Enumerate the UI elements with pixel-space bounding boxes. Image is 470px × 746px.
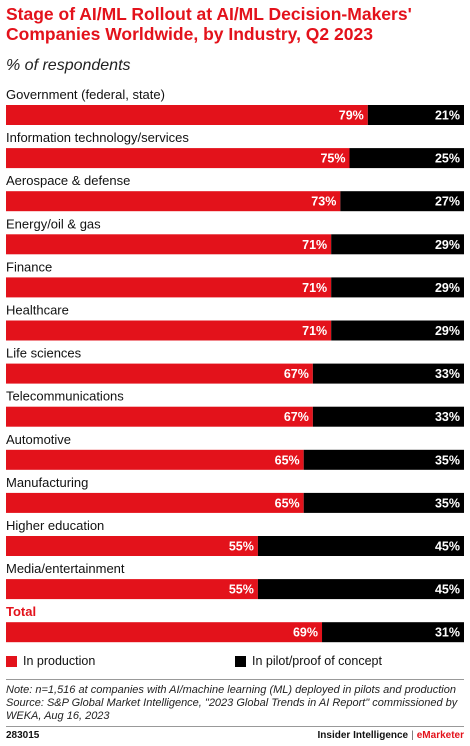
value-label-in-pilot-proof-of-concept-aerospace-defense: 27% — [435, 195, 460, 209]
bar-in-production-aerospace-defense — [6, 191, 341, 212]
category-label-life-sciences: Life sciences — [6, 346, 82, 361]
value-label-in-pilot-proof-of-concept-information-technology-services: 25% — [435, 152, 460, 166]
bar-in-production-manufacturing — [6, 492, 304, 513]
value-label-in-production-government-federal-state: 79% — [339, 109, 364, 123]
value-label-in-pilot-proof-of-concept-telecommunications: 33% — [435, 410, 460, 424]
category-label-telecommunications: Telecommunications — [6, 389, 124, 404]
brand-separator: | — [411, 730, 414, 741]
category-label-healthcare: Healthcare — [6, 303, 69, 318]
value-label-in-production-automotive: 65% — [275, 453, 300, 467]
note-text: Note: n=1,516 at companies with AI/machi… — [6, 684, 456, 696]
value-label-in-production-finance: 71% — [302, 281, 327, 295]
value-label-in-production-healthcare: 71% — [302, 324, 327, 338]
bar-in-production-automotive — [6, 449, 304, 470]
chart-title: Stage of AI/ML Rollout at AI/ML Decision… — [6, 4, 412, 44]
category-label-energy-oil-gas: Energy/oil & gas — [6, 216, 101, 231]
footer-divider-bottom — [6, 726, 464, 727]
category-label-aerospace-defense: Aerospace & defense — [6, 173, 130, 188]
bar-in-pilot-proof-of-concept-aerospace-defense — [340, 191, 464, 212]
value-label-in-production-higher-education: 55% — [229, 540, 254, 554]
category-label-government-federal-state: Government (federal, state) — [6, 87, 165, 102]
legend-label-in-production: In production — [23, 654, 96, 668]
value-label-in-production-aerospace-defense: 73% — [311, 195, 336, 209]
bar-in-production-information-technology-services — [6, 148, 350, 169]
bar-in-production-media-entertainment — [6, 579, 258, 600]
category-label-finance: Finance — [6, 259, 52, 274]
brand: Insider Intelligence | eMarketer — [318, 730, 464, 741]
bar-in-pilot-proof-of-concept-healthcare — [331, 320, 464, 341]
bar-in-production-total — [6, 622, 323, 643]
footnote: Note: n=1,516 at companies with AI/machi… — [6, 684, 466, 723]
category-label-media-entertainment: Media/entertainment — [6, 561, 125, 576]
value-label-in-pilot-proof-of-concept-higher-education: 45% — [435, 540, 460, 554]
footer-divider — [6, 679, 464, 680]
value-label-in-production-telecommunications: 67% — [284, 410, 309, 424]
category-label-manufacturing: Manufacturing — [6, 475, 88, 490]
value-label-in-pilot-proof-of-concept-manufacturing: 35% — [435, 496, 460, 510]
value-label-in-pilot-proof-of-concept-media-entertainment: 45% — [435, 583, 460, 597]
value-label-in-production-information-technology-services: 75% — [320, 152, 345, 166]
source-text: Source: S&P Global Market Intelligence, … — [6, 697, 458, 722]
bar-in-production-higher-education — [6, 536, 258, 556]
bar-in-production-life-sciences — [6, 363, 313, 384]
legend-label-in-pilot: In pilot/proof of concept — [252, 654, 382, 668]
value-label-in-production-manufacturing: 65% — [275, 496, 300, 510]
brand-emarketer: eMarketer — [416, 730, 464, 741]
bar-in-production-finance — [6, 277, 332, 298]
category-label-automotive: Automotive — [6, 432, 71, 447]
value-label-in-pilot-proof-of-concept-healthcare: 29% — [435, 324, 460, 338]
bar-in-pilot-proof-of-concept-finance — [331, 277, 464, 298]
bar-in-pilot-proof-of-concept-manufacturing — [303, 492, 464, 513]
chart-subtitle: % of respondents — [6, 57, 131, 74]
bar-in-pilot-proof-of-concept-information-technology-services — [349, 148, 464, 169]
value-label-in-pilot-proof-of-concept-finance: 29% — [435, 281, 460, 295]
bar-in-production-healthcare — [6, 320, 332, 341]
bar-in-pilot-proof-of-concept-higher-education — [257, 536, 464, 556]
bar-in-production-energy-oil-gas — [6, 234, 332, 255]
category-label-higher-education: Higher education — [6, 518, 104, 533]
value-label-in-production-energy-oil-gas: 71% — [302, 238, 327, 252]
bar-in-pilot-proof-of-concept-automotive — [303, 449, 464, 470]
value-label-in-pilot-proof-of-concept-automotive: 35% — [435, 453, 460, 467]
category-label-total: Total — [6, 604, 36, 619]
value-label-in-production-life-sciences: 67% — [284, 367, 309, 381]
bar-in-pilot-proof-of-concept-telecommunications — [312, 406, 464, 427]
chart-id: 283015 — [6, 730, 40, 741]
value-label-in-production-total: 69% — [293, 626, 318, 640]
value-label-in-production-media-entertainment: 55% — [229, 583, 254, 597]
legend-swatch-in-pilot — [235, 655, 246, 667]
bar-in-pilot-proof-of-concept-life-sciences — [312, 363, 464, 384]
bar-in-pilot-proof-of-concept-total — [322, 622, 464, 643]
legend: In production In pilot/proof of concept — [0, 654, 470, 672]
bar-in-production-telecommunications — [6, 406, 313, 427]
value-label-in-pilot-proof-of-concept-energy-oil-gas: 29% — [435, 238, 460, 252]
value-label-in-pilot-proof-of-concept-total: 31% — [435, 626, 460, 640]
value-label-in-pilot-proof-of-concept-life-sciences: 33% — [435, 367, 460, 381]
value-label-in-pilot-proof-of-concept-government-federal-state: 21% — [435, 109, 460, 123]
stacked-bar-chart: Government (federal, state) 79% 21% Informa… — [6, 87, 464, 643]
legend-item-in-production: In production — [6, 654, 95, 668]
bar-in-pilot-proof-of-concept-media-entertainment — [257, 579, 464, 600]
bar-in-production-government-federal-state — [6, 105, 368, 125]
bar-in-pilot-proof-of-concept-government-federal-state — [367, 105, 464, 125]
legend-item-in-pilot: In pilot/proof of concept — [235, 654, 382, 668]
legend-swatch-in-production — [6, 655, 17, 667]
brand-insider-intelligence: Insider Intelligence — [317, 730, 409, 741]
bar-in-pilot-proof-of-concept-energy-oil-gas — [331, 234, 464, 255]
category-label-information-technology-services: Information technology/services — [6, 130, 189, 145]
